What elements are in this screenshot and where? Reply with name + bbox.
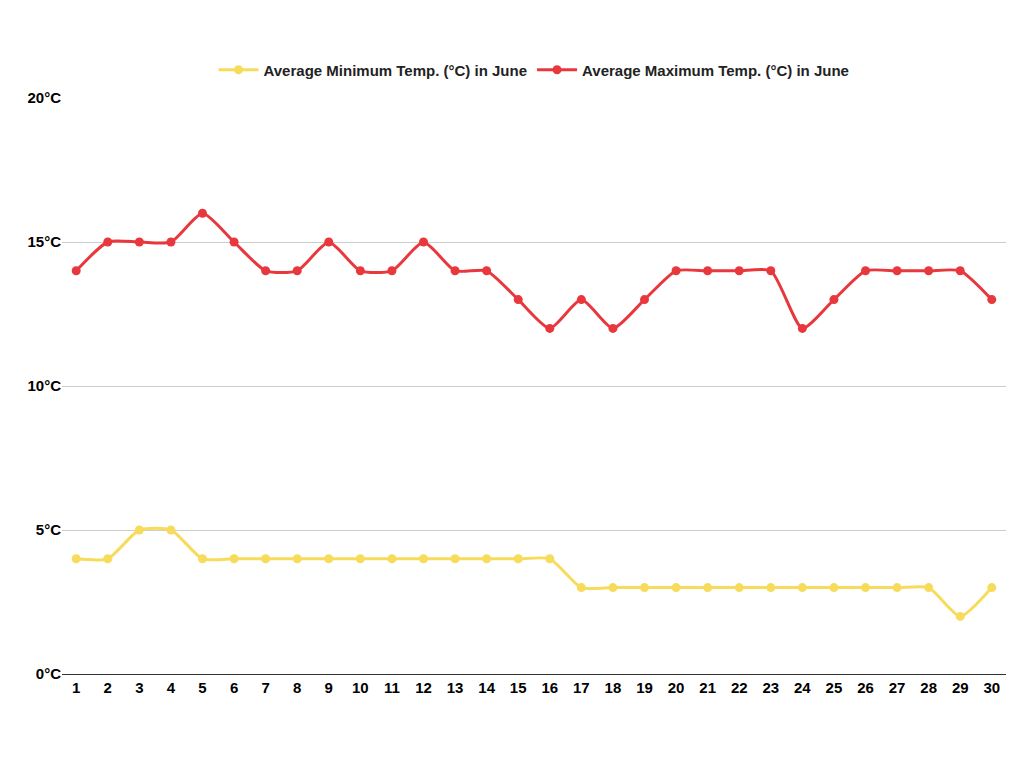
svg-text:19: 19 xyxy=(636,679,653,696)
svg-text:24: 24 xyxy=(794,679,811,696)
svg-text:11: 11 xyxy=(384,679,400,696)
svg-text:8: 8 xyxy=(293,679,301,696)
svg-text:15°C: 15°C xyxy=(27,233,61,250)
svg-text:3: 3 xyxy=(135,679,143,696)
svg-text:21: 21 xyxy=(699,679,716,696)
svg-text:10: 10 xyxy=(352,679,369,696)
svg-text:29: 29 xyxy=(952,679,969,696)
svg-text:Average Maximum Temp. (°C) in: Average Maximum Temp. (°C) in June xyxy=(582,62,849,79)
svg-text:20: 20 xyxy=(668,679,685,696)
svg-text:4: 4 xyxy=(167,679,176,696)
svg-text:18: 18 xyxy=(605,679,622,696)
svg-text:12: 12 xyxy=(415,679,432,696)
svg-text:20°C: 20°C xyxy=(27,89,61,106)
svg-text:0°C: 0°C xyxy=(36,665,61,682)
svg-text:23: 23 xyxy=(762,679,779,696)
svg-text:10°C: 10°C xyxy=(27,377,61,394)
svg-text:5°C: 5°C xyxy=(36,521,61,538)
svg-text:16: 16 xyxy=(541,679,558,696)
svg-text:15: 15 xyxy=(510,679,527,696)
svg-text:22: 22 xyxy=(731,679,748,696)
svg-text:2: 2 xyxy=(104,679,112,696)
svg-text:9: 9 xyxy=(325,679,333,696)
svg-text:5: 5 xyxy=(198,679,206,696)
svg-text:7: 7 xyxy=(261,679,269,696)
svg-text:28: 28 xyxy=(920,679,937,696)
svg-text:1: 1 xyxy=(72,679,80,696)
svg-text:27: 27 xyxy=(889,679,906,696)
svg-text:17: 17 xyxy=(573,679,590,696)
svg-text:Average Minimum Temp. (°C) in: Average Minimum Temp. (°C) in June xyxy=(264,62,528,79)
svg-text:13: 13 xyxy=(447,679,464,696)
svg-text:26: 26 xyxy=(857,679,874,696)
svg-text:25: 25 xyxy=(826,679,843,696)
svg-text:6: 6 xyxy=(230,679,238,696)
svg-text:14: 14 xyxy=(478,679,495,696)
svg-text:30: 30 xyxy=(983,679,1000,696)
